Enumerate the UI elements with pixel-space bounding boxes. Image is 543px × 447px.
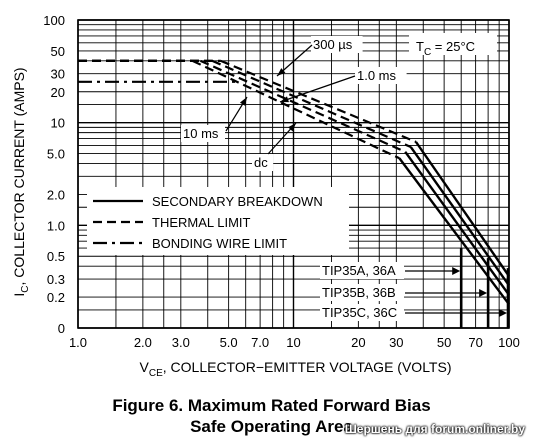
device-limit-arrowhead [479,289,488,297]
series-label-arrowhead [277,68,286,76]
y-tick-label: 0 [58,321,65,336]
device-limit-label: TIP35C, 36C [322,305,397,320]
x-tick-label: 50 [437,335,451,350]
tc-label-bg [409,33,497,55]
series-label-arrowhead [288,123,296,132]
x-tick-label: 30 [389,335,403,350]
series-1.0ms-secondary-breakdown [409,146,510,287]
series-label-arrowhead [239,97,247,106]
series-label-bg [252,154,274,171]
series-layer [78,59,510,306]
device-limit-layer: TIP35A, 36A TIP35B, 36B TIP35C, 36C [320,248,510,328]
y-tick-label: 1.0 [47,218,65,233]
y-tick-label: 30 [51,67,65,82]
legend-label: SECONDARY BREAKDOWN [152,194,323,209]
y-tick-label: 20 [51,85,65,100]
legend: SECONDARY BREAKDOWN THERMAL LIMIT BONDING … [87,187,349,255]
y-axis-title-rest: , COLLECTOR CURRENT (AMPS) [11,67,27,285]
x-tick-label: 70 [468,335,482,350]
x-axis-title: VCE, COLLECTOR−EMITTER VOLTAGE (VOLTS) [140,359,452,379]
x-tick-label: 7.0 [251,335,269,350]
device-label-bg [320,262,404,279]
series-label-bg [181,125,225,142]
chart-grid [77,19,510,329]
series-label-leader [279,75,356,103]
soa-chart: TIP35A, 36A TIP35B, 36B TIP35C, 36C TC = 2… [11,13,520,379]
x-tick-label: 2.0 [134,335,152,350]
x-tick-label: 3.0 [172,335,190,350]
y-tick-label: 100 [43,13,65,28]
device-limit-arrowhead [499,309,507,317]
device-label-bg [320,304,404,321]
series-label: 10 ms [183,126,219,141]
series-label: dc [254,155,268,170]
y-axis-title-subscript: C [20,285,31,292]
watermark: Шершень для forum.onliner.by [344,422,525,436]
y-tick-label: 10 [51,116,65,131]
y-axis-title: IC, COLLECTOR CURRENT (AMPS) [11,67,31,296]
device-limit-arrowhead [452,267,461,275]
x-tick-label: 5.0 [220,335,238,350]
series-label-arrowhead [280,96,289,103]
annotation-layer: TC = 25°C 300 µs 1.0 ms 10 ms dc [181,33,497,171]
y-tick-label: 2.0 [47,187,65,202]
x-axis-title-rest: , COLLECTOR−EMITTER VOLTAGE (VOLTS) [163,359,452,375]
y-tick-label: 0.3 [47,272,65,287]
figure-caption: Figure 6. Maximum Rated Forward Bias Saf… [0,395,543,437]
caption-line-1: Figure 6. Maximum Rated Forward Bias [112,396,431,415]
series-label-bg [355,67,407,84]
x-tick-label: 100 [498,335,520,350]
device-label-bg [320,284,404,301]
series-dc-secondary-breakdown [398,157,510,306]
series-10ms-secondary-breakdown [404,151,510,296]
series-10ms-thermal-slope [200,59,406,153]
tc-label-subscript: C [424,47,431,58]
device-limit-label: TIP35B, 36B [322,285,396,300]
legend-label: BONDING WIRE LIMIT [152,236,287,251]
series-label: 300 µs [313,37,353,52]
series-label-bg [311,36,363,53]
tc-label: TC = 25°C [416,39,475,58]
y-tick-label: 0.5 [47,249,65,264]
series-300s-secondary-breakdown [414,141,510,277]
y-tick-label: 0.2 [47,290,65,305]
tc-label-rest: = 25°C [431,39,475,54]
x-tick-label: 10 [286,335,300,350]
x-tick-label: 20 [351,335,365,350]
tick-labels: 1.0 2.0 3.0 5.0 7.0 10 20 30 50 70 100 100 50 30 20 10 5… [43,13,520,350]
series-label: 1.0 ms [357,68,397,83]
x-tick-label: 1.0 [69,335,87,350]
x-axis-title-subscript: CE [149,368,163,379]
legend-label: THERMAL LIMIT [152,215,251,230]
caption-line-2: Safe Operating Area [190,417,353,436]
series-1.0ms-thermal-slope [211,59,412,148]
device-limit-label: TIP35A, 36A [322,263,396,278]
series-dc-thermal-slope [192,59,400,160]
y-tick-label: 50 [51,44,65,59]
y-tick-label: 5.0 [47,147,65,162]
series-300s-thermal-slope [220,59,417,143]
axis-titles: VCE, COLLECTOR−EMITTER VOLTAGE (VOLTS) IC… [11,67,452,379]
